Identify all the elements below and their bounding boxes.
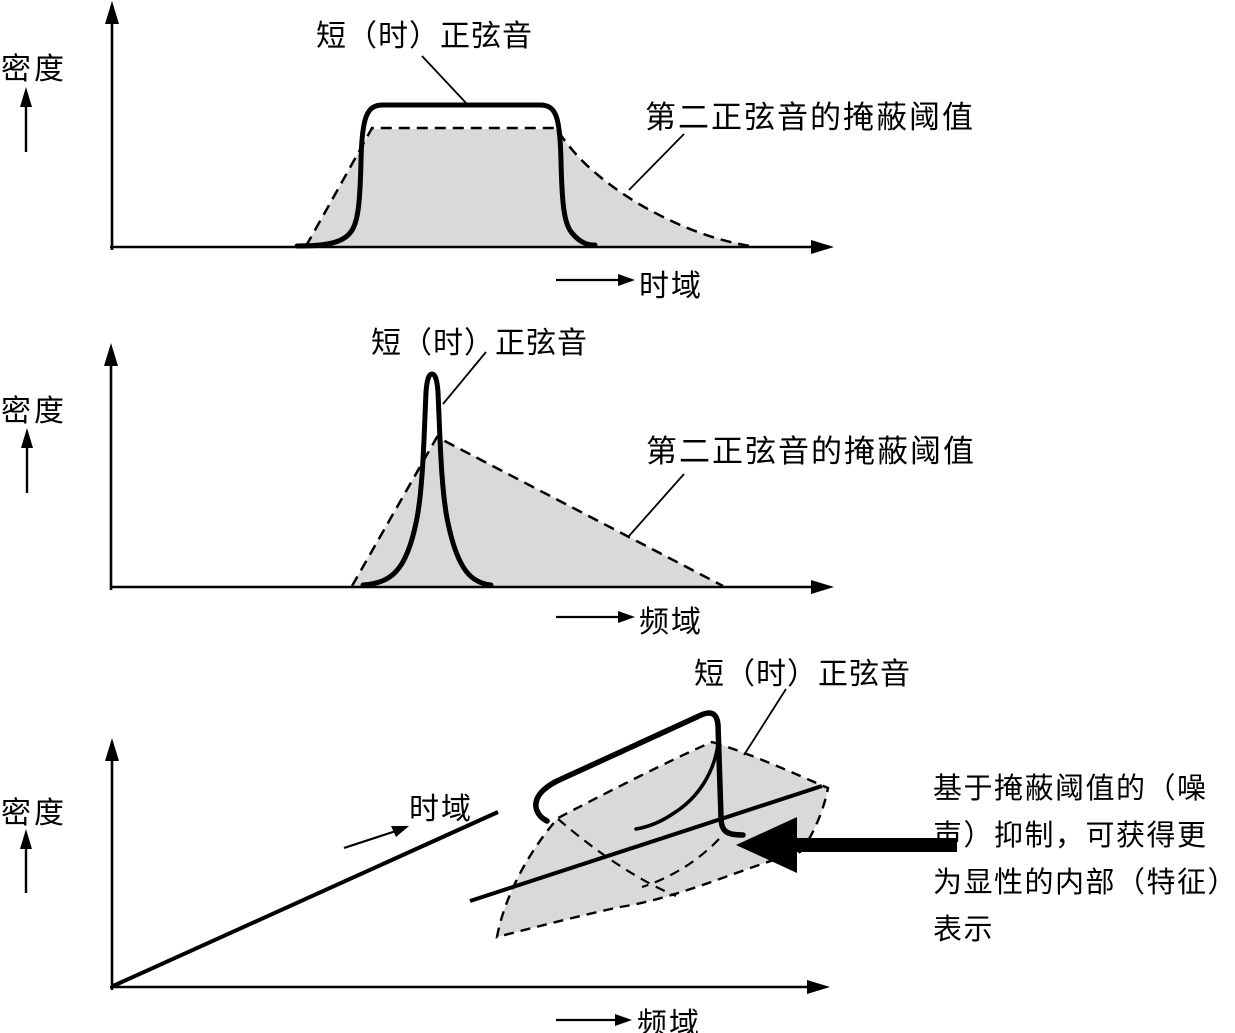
top-tone-label: 短（时）正弦音 bbox=[316, 20, 533, 53]
middle-density-arrowhead-icon bbox=[21, 428, 33, 448]
bottom-y-axis-arrowhead-icon bbox=[105, 738, 119, 761]
top-masking-threshold-shade bbox=[306, 129, 748, 246]
top-sine-tone-pulse-curve bbox=[294, 102, 598, 249]
bottom-decay-sweep-curve bbox=[634, 742, 720, 831]
bottom-time-axis-label: 时域 bbox=[409, 793, 473, 826]
middle-x-axis-label: 频域 bbox=[639, 606, 703, 639]
top-tone-leader-line bbox=[421, 55, 468, 105]
bottom-time-axis-diagonal bbox=[112, 810, 499, 988]
middle-masking-threshold-shade bbox=[352, 437, 723, 586]
annotation-line-4: 表示 bbox=[933, 914, 995, 946]
bottom-tone-leader-line bbox=[743, 688, 787, 756]
top-mask-leader-line bbox=[628, 133, 685, 191]
bottom-x-axis-label: 频域 bbox=[637, 1008, 701, 1033]
top-x-axis-arrowhead-icon bbox=[811, 240, 834, 254]
bottom-y-axis-label: 密度 bbox=[1, 797, 67, 830]
bottom-time-arrowhead-icon bbox=[391, 826, 409, 837]
bottom-masking-surface-dashed-outline bbox=[495, 740, 830, 939]
bottom-surface-diagonal-line bbox=[469, 784, 823, 903]
top-mask-label: 第二正弦音的掩蔽阈值 bbox=[645, 100, 975, 135]
middle-sine-tone-peak-curve bbox=[360, 371, 494, 588]
top-y-axis-arrowhead-icon bbox=[105, 1, 119, 24]
middle-mask-label: 第二正弦音的掩蔽阈值 bbox=[646, 434, 976, 469]
noise-suppression-arrow-icon bbox=[736, 817, 957, 873]
middle-y-axis-arrowhead-icon bbox=[104, 343, 118, 366]
top-x-axis-label: 时域 bbox=[639, 270, 703, 303]
bottom-xlabel-arrowhead-icon bbox=[615, 1014, 632, 1026]
bottom-surface-fold-dashed-line bbox=[557, 818, 677, 898]
middle-xlabel-arrowhead-icon bbox=[618, 611, 635, 623]
top-y-axis-label: 密度 bbox=[1, 53, 67, 86]
top-plot bbox=[20, 1, 834, 286]
middle-x-axis-arrowhead-icon bbox=[811, 580, 834, 594]
bottom-time-arrow bbox=[343, 829, 397, 850]
middle-masking-threshold-dashed-curve bbox=[350, 435, 724, 588]
bottom-tone-label: 短（时）正弦音 bbox=[694, 658, 911, 691]
middle-y-axis-label: 密度 bbox=[1, 395, 67, 428]
middle-tone-label: 短（时）正弦音 bbox=[371, 327, 588, 360]
middle-tone-leader-line bbox=[442, 351, 487, 405]
bottom-density-arrowhead-icon bbox=[20, 829, 32, 849]
bottom-surface-fold-dashed-line-2 bbox=[641, 838, 720, 889]
middle-plot bbox=[21, 343, 834, 623]
bottom-sine-tone-ridge-curve bbox=[533, 710, 746, 838]
annotation-line-1: 基于掩蔽阈值的（噪 bbox=[933, 773, 1208, 805]
bottom-plot bbox=[20, 688, 957, 1026]
annotation-line-3: 为显性的内部（特征） bbox=[933, 867, 1235, 899]
annotation-line-2: 声）抑制，可获得更 bbox=[933, 820, 1208, 852]
top-density-arrowhead-icon bbox=[20, 87, 32, 107]
middle-mask-leader-line bbox=[628, 473, 685, 537]
top-xlabel-arrowhead-icon bbox=[618, 274, 635, 286]
bottom-x-axis-arrowhead-icon bbox=[807, 980, 830, 994]
top-masking-threshold-dashed-curve bbox=[304, 126, 751, 248]
